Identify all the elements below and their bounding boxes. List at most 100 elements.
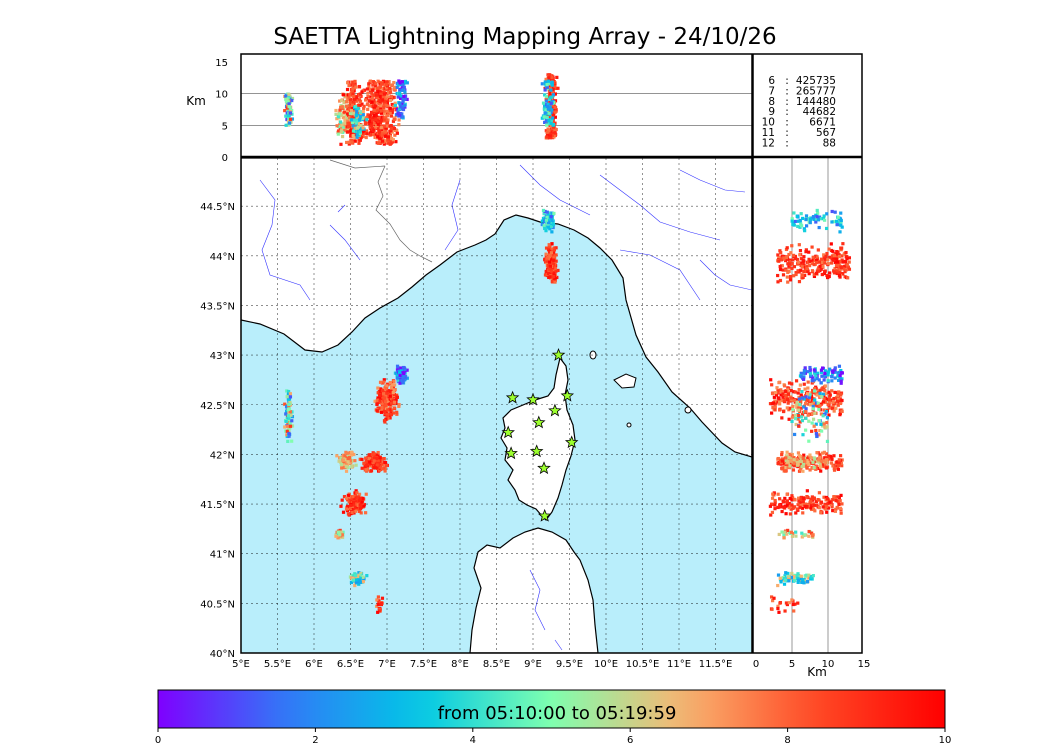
lightning-point-lon-alt <box>370 111 374 115</box>
lightning-point-lon-alt <box>345 140 349 145</box>
lightning-point-alt-lat <box>810 261 815 266</box>
lightning-point-lon-alt <box>381 130 385 134</box>
lightning-point-lon-alt <box>548 86 552 90</box>
lightning-point-alt-lat <box>825 212 829 216</box>
lightning-point-alt-lat <box>790 382 794 386</box>
lightning-point-alt-lat <box>801 499 805 504</box>
lightning-point-alt-lat <box>776 253 780 257</box>
lightning-point <box>356 503 360 508</box>
lightning-point-alt-lat <box>821 392 825 396</box>
lightning-point-alt-lat <box>818 391 822 396</box>
lightning-point <box>339 530 343 534</box>
lightning-point-alt-lat <box>802 269 806 274</box>
lightning-point <box>397 404 401 408</box>
lightning-point-alt-lat <box>807 402 811 406</box>
y-tick-label: 44.5°N <box>200 202 235 213</box>
lightning-point-lon-alt <box>351 111 356 115</box>
lightning-point <box>553 280 557 284</box>
lightning-point-alt-lat <box>782 536 786 540</box>
lightning-point-lon-alt <box>543 88 547 92</box>
lightning-point-alt-lat <box>837 364 842 368</box>
lightning-point-alt-lat <box>807 250 811 254</box>
lightning-point-lon-alt <box>396 109 400 113</box>
lightning-point <box>349 576 354 580</box>
lightning-point-alt-lat <box>789 455 793 460</box>
lightning-point-alt-lat <box>826 258 830 262</box>
lightning-point-alt-lat <box>821 216 825 221</box>
lightning-point-alt-lat <box>787 456 791 460</box>
lightning-point-alt-lat <box>831 249 835 253</box>
lightning-point-alt-lat <box>781 268 785 272</box>
lightning-point-alt-lat <box>830 389 834 393</box>
lightning-point-lon-alt <box>336 115 340 119</box>
lightning-point-alt-lat <box>780 467 784 471</box>
lightning-point-lon-alt <box>379 126 383 130</box>
lightning-point <box>382 396 387 400</box>
lightning-point-alt-lat <box>787 399 791 403</box>
lightning-point <box>552 278 556 282</box>
lightning-point-lon-alt <box>549 121 553 125</box>
lightning-point-lon-alt <box>381 95 385 99</box>
lightning-point-alt-lat <box>796 576 800 580</box>
lightning-point-alt-lat <box>824 226 829 231</box>
lightning-point-lon-alt <box>374 95 378 99</box>
lightning-point-lon-alt <box>396 95 400 99</box>
lightning-point-lon-alt <box>353 97 357 102</box>
lightning-point-alt-lat <box>779 393 783 397</box>
lightning-point <box>339 462 343 466</box>
lightning-point-lon-alt <box>364 116 368 120</box>
lightning-point <box>385 414 389 418</box>
lightning-point <box>347 500 351 504</box>
lightning-point <box>290 439 294 443</box>
lightning-point-alt-lat <box>778 576 782 580</box>
lightning-point-alt-lat <box>798 505 802 509</box>
lightning-point-alt-lat <box>773 498 777 503</box>
lightning-point-lon-alt <box>371 83 375 87</box>
lightning-point-alt-lat <box>839 493 843 498</box>
lightning-point-lon-alt <box>374 82 378 86</box>
lightning-point-alt-lat <box>775 400 779 404</box>
lightning-point-alt-lat <box>771 401 776 405</box>
lightning-point-lon-alt <box>348 112 353 116</box>
lightning-point-alt-lat <box>819 422 823 426</box>
lightning-point <box>546 221 551 225</box>
lightning-point-lon-alt <box>544 129 548 133</box>
lightning-point <box>357 571 361 575</box>
lightning-point-lon-alt <box>361 109 365 114</box>
lightning-point <box>352 511 356 515</box>
lightning-point-lon-alt <box>395 85 399 89</box>
colorbar-label: from 05:10:00 to 05:19:59 <box>438 703 677 724</box>
lightning-point-alt-lat <box>791 222 795 227</box>
lightning-point-alt-lat <box>799 393 803 397</box>
lightning-point-lon-alt <box>388 90 393 94</box>
lightning-point-lon-alt <box>544 97 548 101</box>
lightning-point-alt-lat <box>832 409 836 413</box>
lightning-point-alt-lat <box>813 371 817 375</box>
lightning-point-alt-lat <box>818 404 822 408</box>
y-tick-label: 43°N <box>210 351 235 362</box>
lightning-point-alt-lat <box>774 393 779 397</box>
lightning-point <box>346 456 350 461</box>
stat-separator: : <box>785 137 789 149</box>
lightning-point-lon-alt <box>346 125 351 129</box>
lightning-point <box>551 222 556 227</box>
lightning-point-lon-alt <box>341 93 346 97</box>
sardinia-island <box>469 527 599 653</box>
lightning-point-alt-lat <box>776 505 780 510</box>
lightning-point-alt-lat <box>784 601 789 605</box>
lightning-point-lon-alt <box>400 86 404 90</box>
lightning-point-alt-lat <box>797 424 801 428</box>
lightning-point-alt-lat <box>818 429 822 433</box>
lightning-point-alt-lat <box>841 242 845 246</box>
lightning-point <box>341 462 345 466</box>
lightning-point <box>548 227 552 231</box>
lightning-point-alt-lat <box>802 255 806 259</box>
lightning-point-alt-lat <box>791 253 796 257</box>
lightning-point-lon-alt <box>288 117 293 121</box>
lightning-point-alt-lat <box>794 530 798 534</box>
lightning-point-lon-alt <box>402 94 406 99</box>
lightning-point-alt-lat <box>839 211 843 215</box>
lightning-point-alt-lat <box>805 579 810 584</box>
lightning-point-lon-alt <box>379 118 384 122</box>
lightning-point-lon-alt <box>551 93 556 97</box>
